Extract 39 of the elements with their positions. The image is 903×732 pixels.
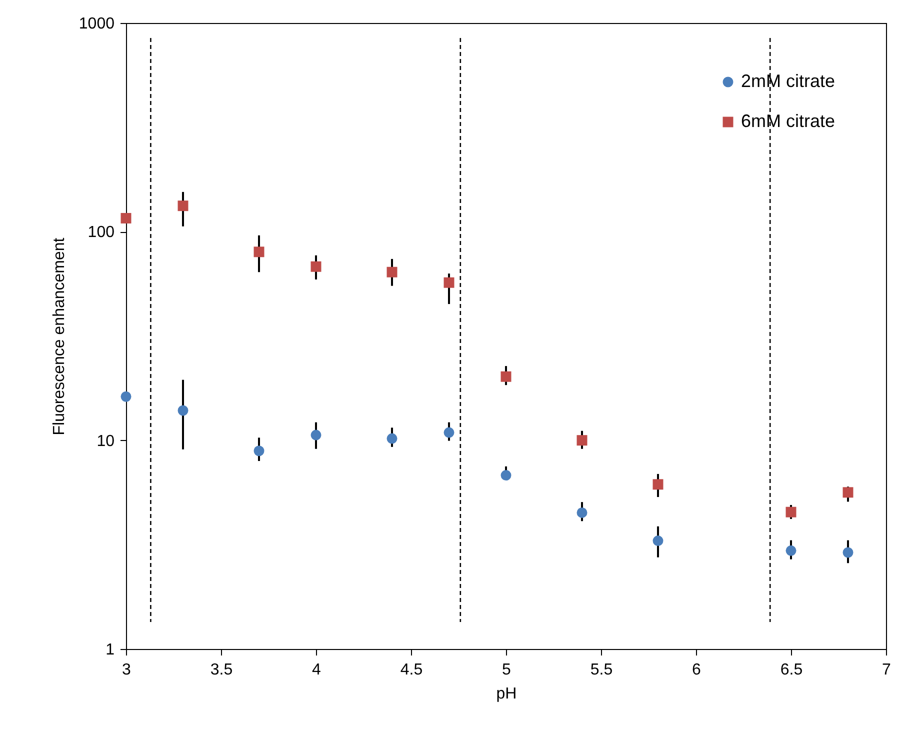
point [786,506,796,518]
x-tick-label: 5.5 [590,662,613,678]
y-tick-label: 100 [88,224,115,242]
point [310,430,322,440]
point [842,547,854,558]
x-tick-label: 3 [122,662,132,678]
x-tick-label: 4.5 [400,662,423,678]
point [120,391,132,402]
y-tick-label: 1 [106,642,115,658]
x-axis-title: pH [496,686,517,702]
point [444,277,454,288]
point [386,266,398,278]
x-tick-label: 3.5 [210,662,233,678]
x-tick-label: 5 [502,662,512,678]
point [842,487,854,498]
x-tick-label: 6 [692,662,702,678]
point [500,470,512,481]
x-tick-label: 4 [312,662,322,678]
point [576,435,588,446]
y-axis-title: Fluorescence enhancement [50,237,68,436]
point [576,507,588,518]
point [444,427,454,438]
point [500,371,512,382]
point [652,479,664,490]
point [254,446,264,456]
legend-label: 6mM citrate [741,111,836,131]
x-tick-label: 7 [882,662,892,678]
point [178,200,188,212]
point [786,545,796,556]
point [310,261,322,272]
point [652,536,664,546]
point [120,212,132,224]
x-tick-label: 6.5 [780,662,803,678]
y-tick-label: 10 [96,432,115,450]
point [254,246,264,258]
y-tick-label: 1000 [78,16,115,32]
point [178,405,188,416]
legend-label: 2mM citrate [741,71,836,91]
point [386,433,398,444]
